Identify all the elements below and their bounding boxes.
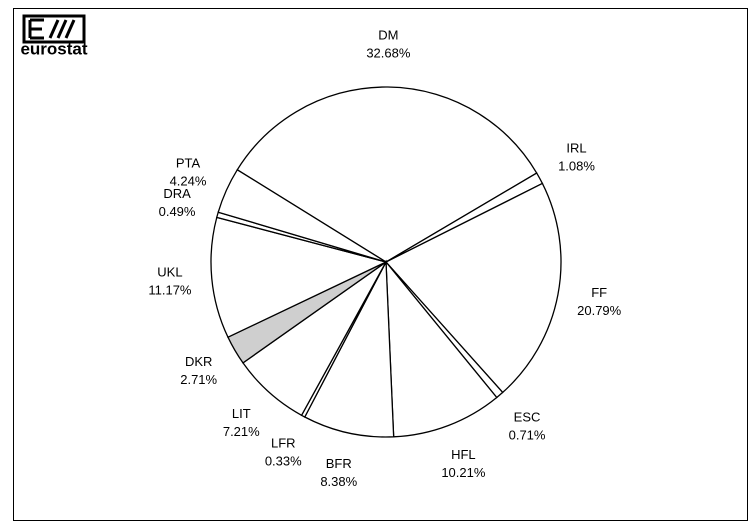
slice-label: PTA bbox=[176, 156, 201, 171]
slice-label: LIT bbox=[232, 406, 251, 421]
slice-value-label: 10.21% bbox=[441, 465, 486, 480]
slice-value-label: 0.49% bbox=[159, 204, 196, 219]
logo-text: eurostat bbox=[20, 39, 87, 58]
slice-label: DRA bbox=[163, 186, 191, 201]
slice-value-label: 11.17% bbox=[148, 283, 192, 298]
slice-label: HFL bbox=[451, 447, 476, 462]
slice-value-label: 1.08% bbox=[558, 159, 595, 174]
slice-label: DKR bbox=[185, 354, 212, 369]
pie-slice bbox=[384, 182, 562, 394]
pie-slice bbox=[303, 259, 395, 438]
slice-value-label: 8.38% bbox=[320, 474, 357, 489]
slice-value-label: 7.21% bbox=[223, 424, 260, 439]
slice-value-label: 0.33% bbox=[265, 454, 302, 469]
pie-slice bbox=[217, 168, 387, 263]
slice-label: BFR bbox=[326, 456, 352, 471]
slice-label: IRL bbox=[566, 141, 586, 156]
logo-mark bbox=[22, 14, 86, 44]
slice-label: UKL bbox=[157, 265, 182, 280]
slice-value-label: 20.79% bbox=[577, 303, 622, 318]
slice-label: LFR bbox=[271, 436, 296, 451]
slice-value-label: 0.71% bbox=[509, 427, 546, 442]
slice-value-label: 32.68% bbox=[366, 45, 411, 60]
slice-value-label: 4.24% bbox=[170, 174, 207, 189]
pie-slice bbox=[236, 86, 538, 263]
slice-label: DM bbox=[378, 27, 398, 42]
pie-slice bbox=[210, 216, 388, 339]
pie-slice bbox=[385, 260, 498, 438]
slice-value-label: 2.71% bbox=[180, 372, 217, 387]
slice-label: ESC bbox=[514, 409, 541, 424]
slice-label: FF bbox=[591, 285, 607, 300]
